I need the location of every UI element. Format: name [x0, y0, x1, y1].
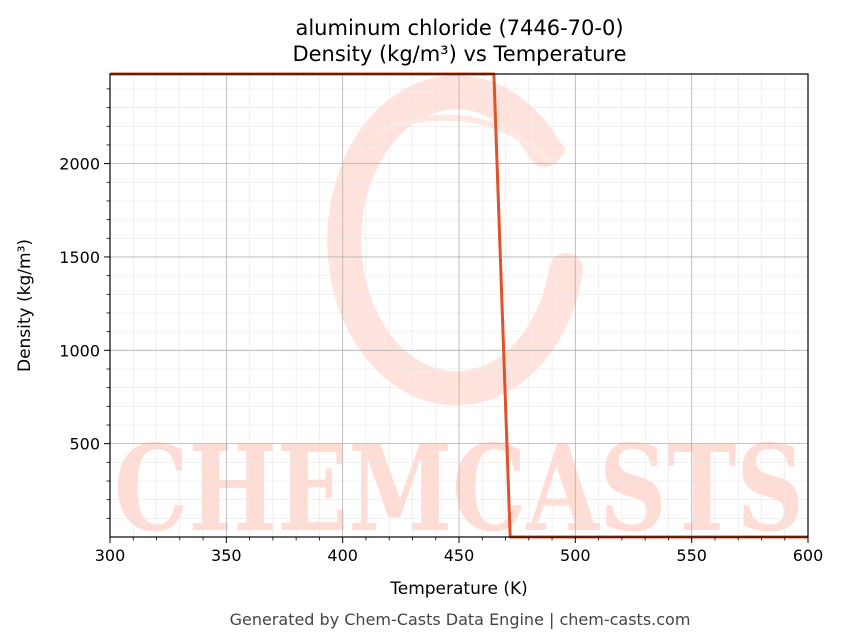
y-tick-labels: 500 1000 1500 2000	[59, 155, 100, 454]
x-tick-label: 500	[560, 546, 591, 565]
x-tick-label: 600	[793, 546, 824, 565]
x-tick-label: 350	[211, 546, 242, 565]
chart-title: aluminum chloride (7446-70-0)	[295, 16, 623, 40]
y-tick-label: 1500	[59, 248, 100, 267]
footer-credit: Generated by Chem-Casts Data Engine | ch…	[230, 610, 691, 629]
x-tick-label: 300	[95, 546, 126, 565]
y-tick-label: 1000	[59, 341, 100, 360]
axis-ticks	[104, 88, 809, 543]
x-axis-label: Temperature (K)	[389, 579, 528, 599]
y-axis-label: Density (kg/m³)	[15, 239, 35, 372]
watermark-c-swoosh-2	[377, 114, 551, 163]
y-tick-label: 2000	[59, 155, 100, 174]
x-tick-label: 400	[327, 546, 358, 565]
x-tick-labels: 300 350 400 450 500 550 600	[95, 546, 824, 565]
x-tick-label: 550	[676, 546, 707, 565]
chart-subtitle: Density (kg/m³) vs Temperature	[292, 42, 626, 66]
y-tick-label: 500	[69, 435, 100, 454]
x-tick-label: 450	[444, 546, 475, 565]
watermark-c-swoosh	[395, 86, 565, 155]
